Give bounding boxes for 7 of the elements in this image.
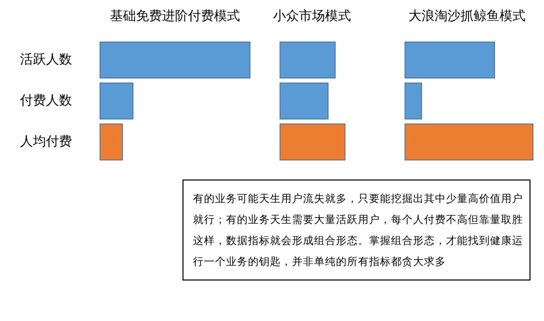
- chart-title: 小众市场模式: [273, 9, 351, 24]
- y-tick-label: 付费人数: [19, 94, 72, 108]
- text: 有的业务可能天生用户流失就多，只要能挖掘出其中少量高价值用户就行；有的业务天生需要大量活跃用户，每个人付费不高但靠量取胜这样，数据指标就会形成组合形态。掌握组合形态，才能找到健康运行一个业务的钥匙，并非单纯的所有指标都贪大求多: [193, 192, 523, 268]
- y-tick-label: 活跃人数: [20, 52, 72, 68]
- y-tick-label: 人均付费: [20, 134, 72, 150]
- chart-title: 大浪淘沙抓鲸鱼模式: [408, 8, 526, 24]
- chart-title: 基础免费进阶付费模式: [110, 9, 240, 24]
